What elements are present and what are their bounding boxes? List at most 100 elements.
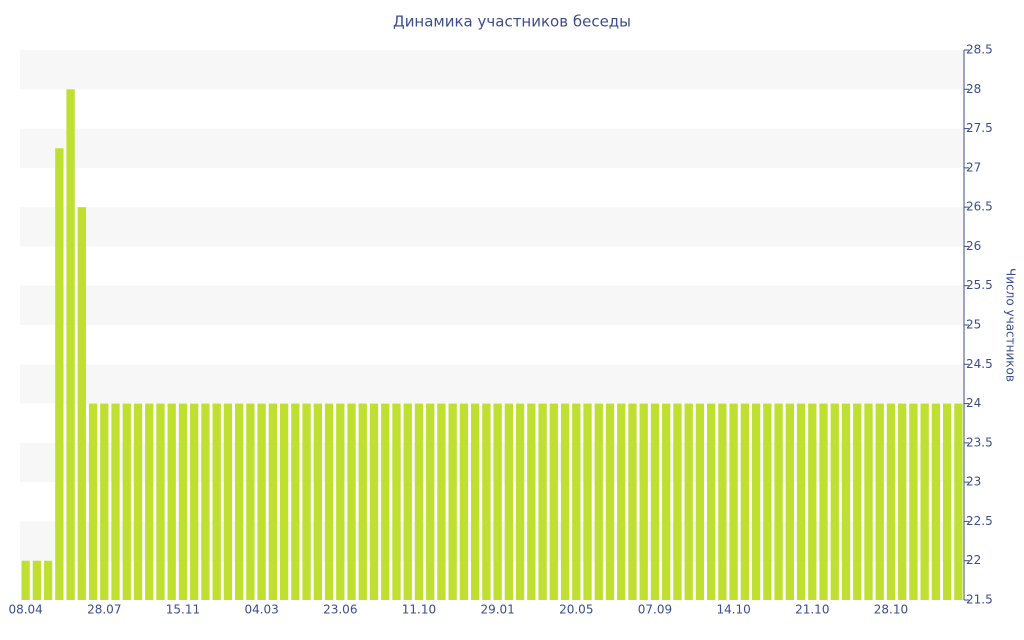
bar: [313, 403, 322, 600]
bar: [201, 403, 210, 600]
y-tick-label: 28: [966, 82, 981, 96]
bar: [493, 403, 502, 600]
x-tick-label: 15.11: [166, 603, 200, 617]
bar: [583, 403, 592, 600]
bar: [740, 403, 750, 600]
bar: [246, 403, 255, 600]
bar: [706, 403, 716, 600]
x-tick-label: 23.06: [323, 603, 357, 617]
bar: [66, 89, 75, 601]
bar: [942, 403, 952, 600]
bar: [931, 403, 941, 600]
grid-band: [20, 442, 964, 483]
bar: [572, 403, 581, 600]
bar: [909, 403, 918, 600]
grid-band: [20, 285, 964, 325]
grid-band: [20, 207, 964, 247]
bar: [650, 403, 660, 600]
bar: [358, 403, 367, 600]
bar: [414, 403, 424, 600]
bar: [234, 403, 244, 600]
bar: [841, 403, 851, 600]
x-tick-label: 04.03: [244, 603, 278, 617]
y-tick-label: 23.5: [966, 435, 993, 449]
bar: [864, 403, 873, 600]
bar: [662, 403, 671, 600]
bar: [549, 403, 558, 600]
grid-band: [20, 521, 964, 561]
y-tick-label: 25.5: [966, 278, 993, 292]
y-tick-label: 24: [966, 396, 981, 410]
bar: [819, 403, 828, 600]
x-tick-label: 28.10: [874, 603, 908, 617]
bar: [482, 403, 491, 600]
y-tick-label: 27: [966, 160, 981, 174]
bar: [774, 403, 783, 600]
bar: [392, 403, 401, 600]
x-tick-label: 07.09: [638, 603, 672, 617]
x-tick-label: 28.07: [87, 603, 121, 617]
bar: [920, 403, 929, 600]
bar: [347, 403, 356, 600]
bar: [223, 403, 233, 600]
bar: [381, 403, 390, 600]
chart-title: Динамика участников беседы: [393, 13, 631, 31]
y-tick-label: 27.5: [966, 121, 993, 135]
bar: [695, 403, 705, 600]
bar: [324, 403, 334, 600]
x-tick-label: 14.10: [716, 603, 750, 617]
bar: [111, 403, 120, 600]
bar: [190, 403, 199, 600]
bar: [32, 560, 42, 600]
y-tick-label: 23: [966, 475, 981, 489]
grid-band: [20, 364, 964, 404]
bar: [403, 403, 412, 600]
bar: [527, 403, 536, 600]
bar: [560, 403, 570, 600]
x-tick-label: 08.04: [8, 603, 42, 617]
bar: [437, 403, 446, 600]
bar: [133, 403, 143, 600]
bar: [145, 403, 154, 600]
y-axis-label: Число участников: [1004, 268, 1018, 382]
grid-band: [20, 128, 964, 168]
bar: [21, 560, 30, 600]
bar: [785, 403, 794, 600]
bar: [617, 403, 626, 600]
bar: [77, 207, 86, 600]
bar: [100, 403, 109, 600]
bar: [504, 403, 514, 600]
bar: [898, 403, 907, 600]
bar: [459, 403, 469, 600]
bar: [853, 403, 862, 600]
bar: [796, 403, 806, 600]
bar: [763, 403, 772, 600]
bar: [122, 403, 131, 600]
bar: [830, 403, 839, 600]
bar: [628, 403, 637, 600]
y-tick-label: 22.5: [966, 514, 993, 528]
bar: [156, 403, 165, 600]
bar: [718, 403, 727, 600]
bar: [684, 403, 693, 600]
bar: [43, 560, 53, 600]
x-tick-label: 21.10: [795, 603, 829, 617]
y-tick-label: 22: [966, 553, 981, 567]
bar: [808, 403, 817, 600]
bar: [875, 403, 884, 600]
y-tick-label: 26: [966, 239, 981, 253]
bar: [673, 403, 682, 600]
bar: [55, 148, 64, 600]
bar: [594, 403, 603, 600]
y-tick-label: 25: [966, 318, 981, 332]
x-tick-label: 11.10: [402, 603, 436, 617]
bar: [954, 403, 963, 600]
y-tick-label: 28.5: [966, 43, 993, 57]
bar: [88, 403, 98, 600]
bar: [751, 403, 761, 600]
bar: [167, 403, 176, 600]
bar: [426, 403, 435, 600]
bar: [729, 403, 738, 600]
bar: [257, 403, 266, 600]
